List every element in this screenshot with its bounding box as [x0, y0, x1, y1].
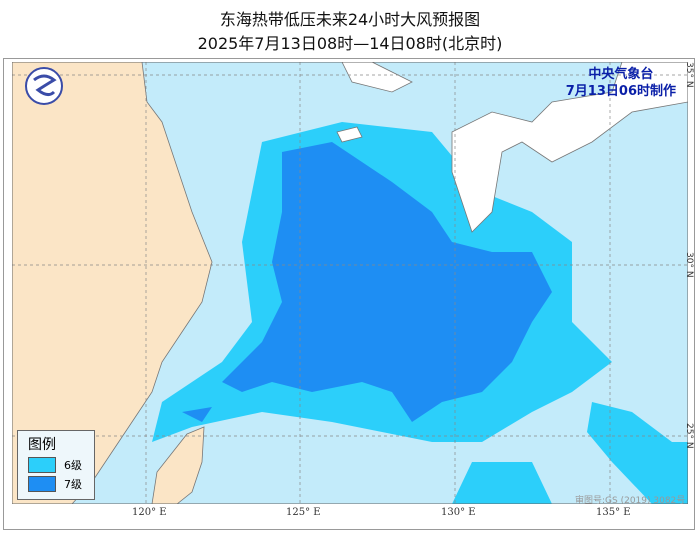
legend: 图例 6级 7级 — [17, 430, 95, 500]
lon-label: 130° E — [441, 507, 476, 518]
lat-label: 30° N — [684, 252, 694, 278]
lon-label: 120° E — [132, 507, 167, 518]
legend-item-6: 6级 — [28, 457, 94, 473]
legend-item-7: 7级 — [28, 476, 94, 492]
wind-forecast-map — [12, 62, 688, 504]
issued-time: 7月13日06时制作 — [565, 84, 676, 99]
legend-label: 6级 — [64, 459, 82, 472]
approval-number: 审图号:GS (2019) 3082号 — [575, 496, 686, 506]
agency-name: 中央气象台 — [588, 67, 654, 82]
legend-label: 7级 — [64, 478, 82, 491]
lon-label: 135° E — [596, 507, 631, 518]
map-frame — [3, 58, 695, 530]
legend-swatch — [28, 457, 56, 473]
map-subtitle: 2025年7月13日08时—14日08时(北京时) — [197, 34, 503, 53]
grid-lines — [12, 62, 688, 504]
cma-logo-icon — [25, 67, 63, 105]
map-title: 东海热带低压未来24小时大风预报图 — [219, 10, 481, 29]
taiwan — [151, 426, 205, 504]
legend-swatch — [28, 476, 56, 492]
lat-label: 25° N — [684, 423, 694, 449]
legend-title: 图例 — [28, 437, 56, 453]
agency-label: 中央气象台 7月13日06时制作 — [566, 66, 676, 100]
korea-japan — [336, 62, 688, 233]
lat-label: 35° N — [684, 62, 694, 88]
lon-label: 125° E — [286, 507, 321, 518]
wind-area-7 — [182, 142, 552, 422]
